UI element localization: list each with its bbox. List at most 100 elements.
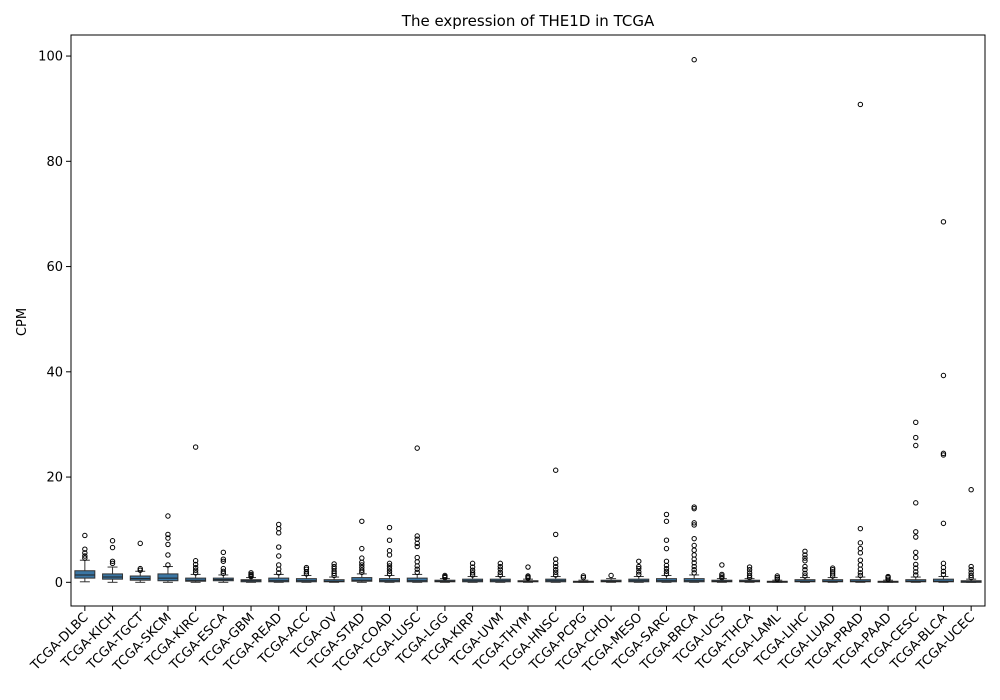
box-group	[379, 524, 400, 583]
outlier-point	[414, 445, 420, 451]
outlier-point	[442, 572, 448, 579]
box-group	[434, 572, 456, 583]
outlier-point	[691, 547, 697, 553]
outlier-point	[913, 572, 919, 578]
outlier-point	[276, 544, 282, 550]
outlier-point	[137, 540, 143, 547]
outlier-point	[469, 570, 476, 576]
outlier-point	[829, 569, 836, 575]
outlier-point	[940, 452, 947, 458]
outlier-point	[636, 563, 642, 570]
box-group	[185, 444, 207, 583]
outlier-point	[940, 560, 947, 567]
box-group	[462, 560, 484, 583]
outlier-point	[691, 560, 697, 566]
outlier-point	[857, 101, 864, 108]
outlier-point	[636, 558, 642, 564]
outlier-point	[774, 573, 780, 579]
outlier-point	[913, 565, 919, 571]
outlier-point	[359, 562, 365, 568]
outlier-point	[165, 513, 171, 519]
y-tick-label: 100	[38, 50, 63, 65]
outlier-point	[469, 564, 476, 570]
plot-area	[74, 57, 982, 583]
outlier-point	[913, 529, 919, 535]
outlier-point	[663, 558, 670, 564]
box-group	[129, 540, 151, 583]
outlier-point	[940, 568, 947, 574]
outlier-point	[885, 573, 891, 580]
outlier-point	[913, 561, 919, 568]
outlier-point	[359, 545, 365, 552]
outlier-point	[552, 467, 559, 473]
outlier-point	[802, 573, 808, 579]
outlier-point	[719, 574, 725, 581]
outlier-point	[802, 552, 808, 558]
outlier-point	[414, 533, 420, 539]
outlier-point	[663, 568, 670, 574]
outlier-point	[359, 567, 365, 573]
box-group	[517, 564, 539, 583]
outlier-point	[746, 566, 753, 573]
y-tick-label: 60	[46, 260, 63, 275]
box-iqr	[932, 578, 954, 583]
outlier-point	[580, 574, 587, 581]
outlier-point	[386, 548, 393, 554]
outlier-point	[165, 541, 171, 548]
outlier-point	[857, 540, 864, 546]
box-group	[711, 562, 733, 583]
outlier-point	[165, 531, 171, 538]
outlier-point	[82, 550, 88, 556]
box-iqr	[683, 578, 705, 583]
outlier-point	[691, 520, 697, 526]
outlier-point	[802, 555, 808, 561]
box-group	[960, 486, 982, 583]
outlier-point	[913, 549, 919, 556]
outlier-point	[497, 569, 504, 576]
y-axis-label: CPM	[15, 308, 30, 336]
outlier-point	[774, 574, 780, 581]
outlier-point	[109, 560, 116, 567]
outlier-point	[220, 549, 227, 556]
outlier-point	[331, 561, 337, 567]
outlier-point	[940, 372, 947, 379]
outlier-point	[192, 444, 199, 450]
outlier-point	[276, 570, 282, 576]
box-group	[766, 573, 788, 583]
outlier-point	[386, 560, 393, 567]
outlier-point	[746, 564, 753, 570]
outlier-point	[857, 557, 864, 563]
outlier-point	[913, 442, 919, 449]
outlier-point	[663, 511, 670, 518]
outlier-point	[220, 558, 227, 564]
outlier-point	[386, 537, 393, 543]
outlier-point	[940, 571, 947, 578]
outlier-point	[913, 434, 919, 441]
outlier-point	[802, 570, 808, 577]
box-iqr	[157, 573, 179, 582]
box-group	[822, 565, 844, 583]
box-group	[157, 513, 179, 583]
outlier-point	[414, 554, 420, 561]
outlier-point	[940, 450, 947, 457]
outlier-point	[691, 504, 697, 510]
outlier-point	[386, 563, 393, 569]
outlier-point	[137, 567, 143, 573]
y-tick-label: 0	[55, 576, 63, 591]
box-group	[240, 570, 262, 583]
outlier-point	[331, 563, 337, 570]
outlier-point	[192, 558, 199, 564]
y-tick-label: 20	[46, 471, 63, 486]
box-iqr	[129, 575, 151, 581]
box-iqr	[406, 577, 428, 583]
chart-title: The expression of THE1D in TCGA	[401, 12, 655, 30]
outlier-point	[497, 566, 504, 572]
outlier-point	[691, 57, 697, 63]
outlier-point	[220, 556, 227, 562]
x-axis: TCGA-DLBCTCGA-KICHTCGA-TGCTTCGA-SKCMTCGA…	[28, 606, 978, 676]
outlier-point	[802, 548, 808, 554]
box-group	[739, 564, 761, 583]
box-group	[489, 560, 511, 583]
outlier-point	[913, 534, 919, 540]
outlier-point	[802, 566, 808, 573]
